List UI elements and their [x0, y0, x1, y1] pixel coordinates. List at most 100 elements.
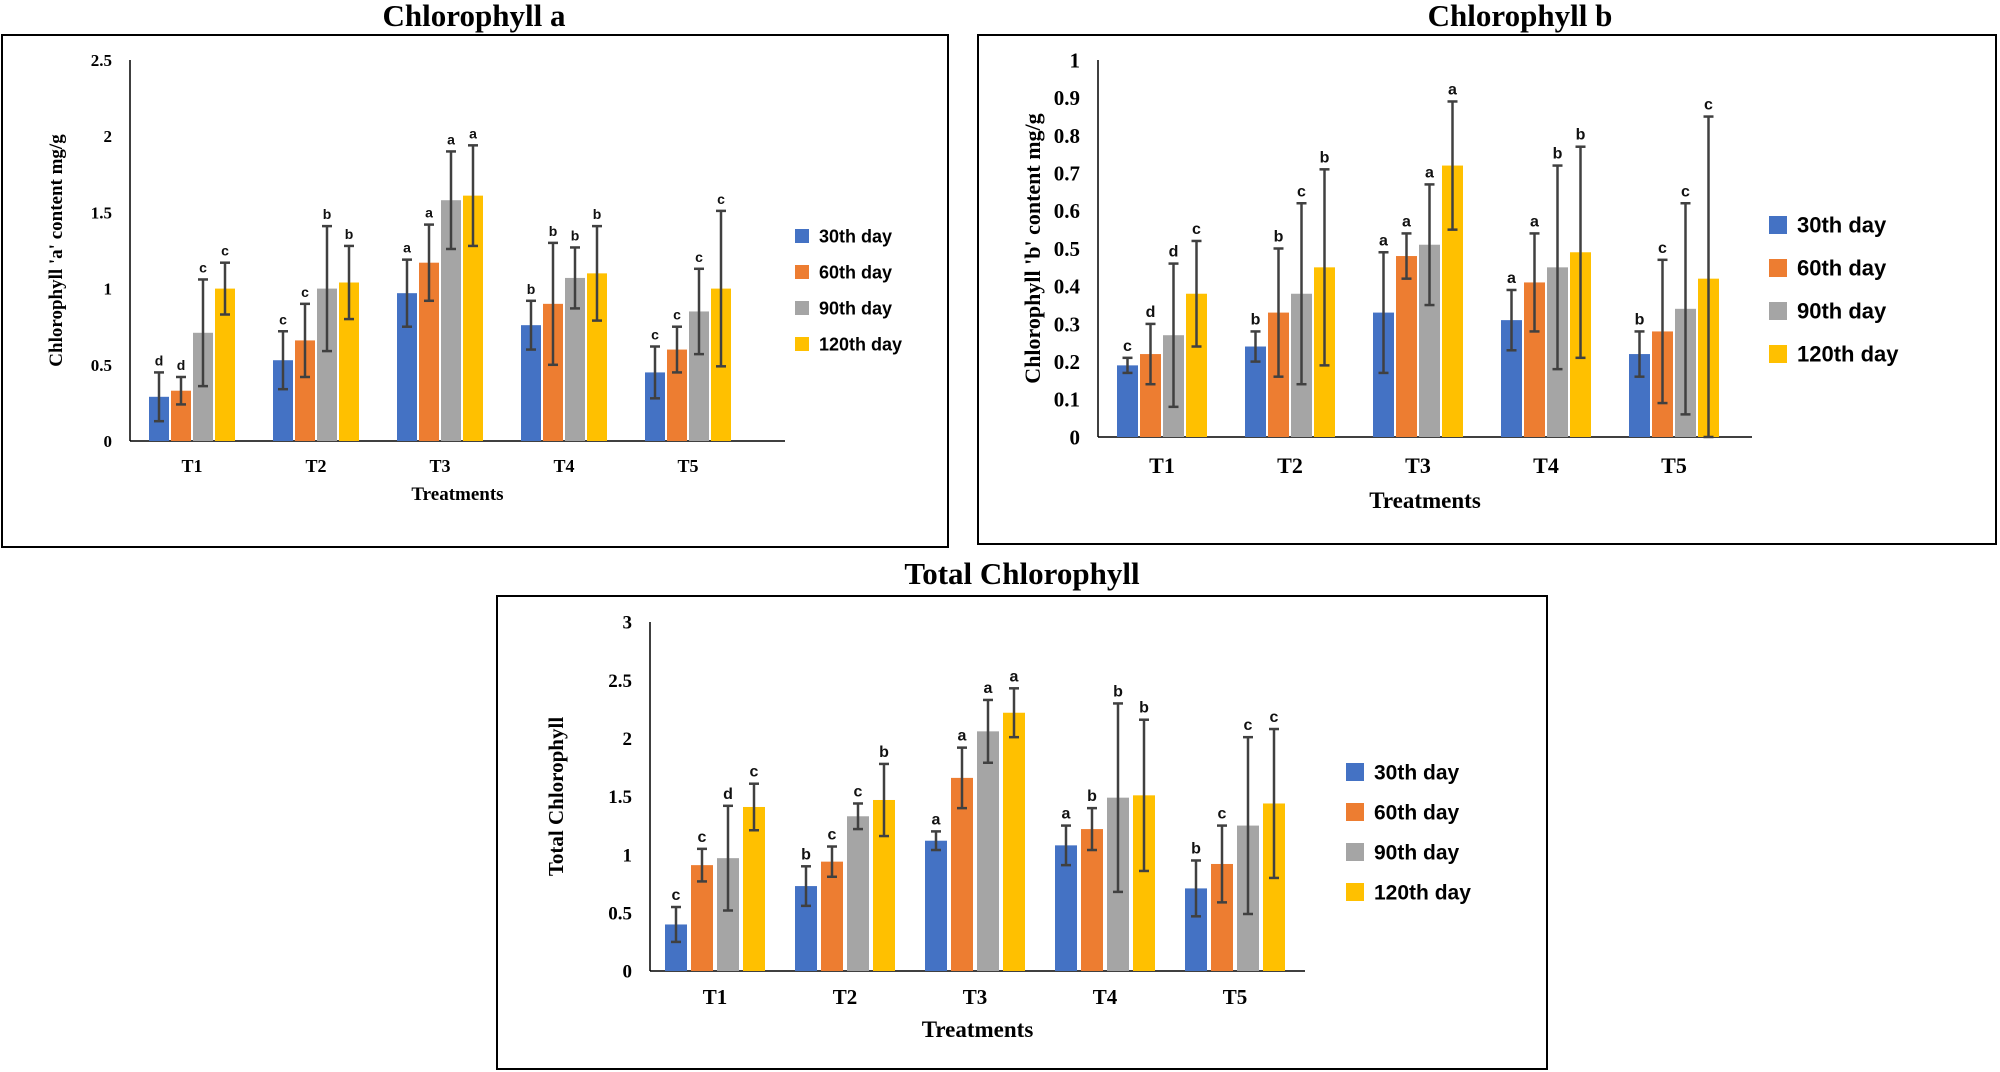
legend-swatch [795, 229, 809, 243]
y-tick-label: 0.5 [608, 903, 632, 924]
significance-letter: a [425, 205, 433, 221]
legend-swatch [795, 301, 809, 315]
legend-item: 30th day [1769, 213, 1887, 238]
legend-swatch [1769, 259, 1787, 277]
error-bar [697, 847, 707, 883]
error-bar [278, 330, 288, 391]
legend-label: 90th day [1374, 841, 1460, 864]
x-axis-title: Treatments [922, 1017, 1034, 1042]
y-tick-label: 0.8 [1054, 124, 1080, 148]
significance-letter: a [1507, 270, 1516, 287]
legend-swatch [1346, 883, 1364, 901]
significance-letter: b [1113, 683, 1123, 700]
y-tick-label: 0.2 [1054, 350, 1080, 374]
legend-label: 90th day [1797, 299, 1887, 324]
significance-letter: b [323, 206, 332, 222]
y-tick-label: 0.4 [1054, 275, 1081, 299]
error-bar [1506, 288, 1517, 352]
significance-letter: a [1530, 213, 1539, 230]
bar [665, 924, 687, 971]
error-bar [1191, 239, 1202, 348]
y-axis-title: Chlorophyll 'a' content mg/g [46, 134, 67, 367]
bar [565, 277, 585, 441]
x-tick-label: T4 [1533, 453, 1559, 478]
legend-item: 90th day [1769, 299, 1887, 324]
significance-letter: d [723, 786, 733, 803]
significance-letter: a [932, 811, 941, 828]
error-bar [1145, 322, 1156, 386]
legend: 30th day 60th day 90th day 120th day [1346, 761, 1471, 904]
error-bar [1296, 202, 1307, 386]
error-bar [1061, 824, 1071, 867]
legend-label: 60th day [1797, 256, 1887, 281]
error-bar [1634, 330, 1645, 378]
error-bar [1273, 247, 1284, 378]
error-bar [650, 345, 660, 400]
x-axis-title: Treatments [1369, 488, 1481, 513]
chart-frame [1, 34, 949, 548]
error-bar [671, 905, 681, 944]
chart-plot: 0 0.5 1 1.5 2 2.5 Chlorophyll 'a' content mg/g… [46, 51, 902, 505]
bar [691, 865, 713, 971]
y-axis-title: Chlorophyll 'b' content mg/g [1020, 113, 1045, 383]
error-bar [957, 746, 967, 810]
error-bar [1168, 262, 1179, 409]
significance-letter: a [1448, 81, 1457, 98]
y-tick-label: 2 [623, 729, 633, 750]
error-bar [749, 782, 759, 832]
y-axis-title: Total Chlorophyll [544, 717, 568, 876]
significance-letter: c [221, 243, 229, 259]
significance-letter: c [717, 191, 725, 207]
significance-letter: b [593, 206, 602, 222]
bar [689, 311, 709, 441]
y-tick-label: 0.7 [1054, 161, 1080, 185]
legend-item: 60th day [1769, 256, 1887, 281]
error-bar [1575, 145, 1586, 360]
x-tick-label: T3 [429, 456, 450, 476]
error-bar [468, 144, 478, 248]
y-tick-label: 0.5 [91, 356, 112, 375]
legend-swatch [1769, 345, 1787, 363]
x-tick-label: T5 [1661, 453, 1687, 478]
error-bar [853, 802, 863, 831]
y-tick-label: 0.3 [1054, 312, 1080, 336]
error-bar [1087, 806, 1097, 852]
legend-label: 60th day [1374, 801, 1460, 824]
error-bar [1113, 702, 1123, 894]
error-bar [1447, 100, 1458, 231]
error-bar [424, 223, 434, 303]
error-bar [1217, 824, 1227, 904]
significance-letter: a [1425, 164, 1434, 181]
bar [821, 861, 843, 971]
bar [1396, 256, 1417, 437]
significance-letter: a [984, 680, 993, 697]
significance-letter: c [651, 327, 659, 343]
error-bar [1424, 183, 1435, 307]
legend-swatch [1769, 216, 1787, 234]
significance-letter: a [469, 125, 477, 141]
significance-letter: a [958, 728, 967, 745]
chart-title: Chlorophyll b [1428, 0, 1613, 33]
x-tick-label: T3 [963, 985, 988, 1009]
y-tick-label: 1.5 [608, 787, 632, 808]
significance-letter: c [673, 307, 681, 323]
bar [1373, 312, 1394, 437]
x-tick-label: T4 [553, 456, 574, 476]
bar [587, 273, 607, 441]
bar [1185, 888, 1207, 971]
y-tick-label: 2.5 [91, 51, 112, 70]
bar [1055, 845, 1077, 971]
legend-label: 30th day [1797, 213, 1887, 238]
chart-frame [977, 34, 1997, 545]
legend-label: 60th day [819, 262, 892, 282]
significance-letter: c [828, 827, 837, 844]
significance-letter: b [527, 281, 536, 297]
significance-letter: c [1123, 338, 1132, 355]
error-bar [300, 302, 310, 379]
legend-item: 30th day [1346, 761, 1460, 784]
significance-letter: b [1553, 146, 1563, 163]
x-tick-label: T1 [181, 456, 202, 476]
bar [873, 799, 895, 971]
y-tick-label: 0 [1070, 425, 1081, 449]
bar [1442, 165, 1463, 437]
